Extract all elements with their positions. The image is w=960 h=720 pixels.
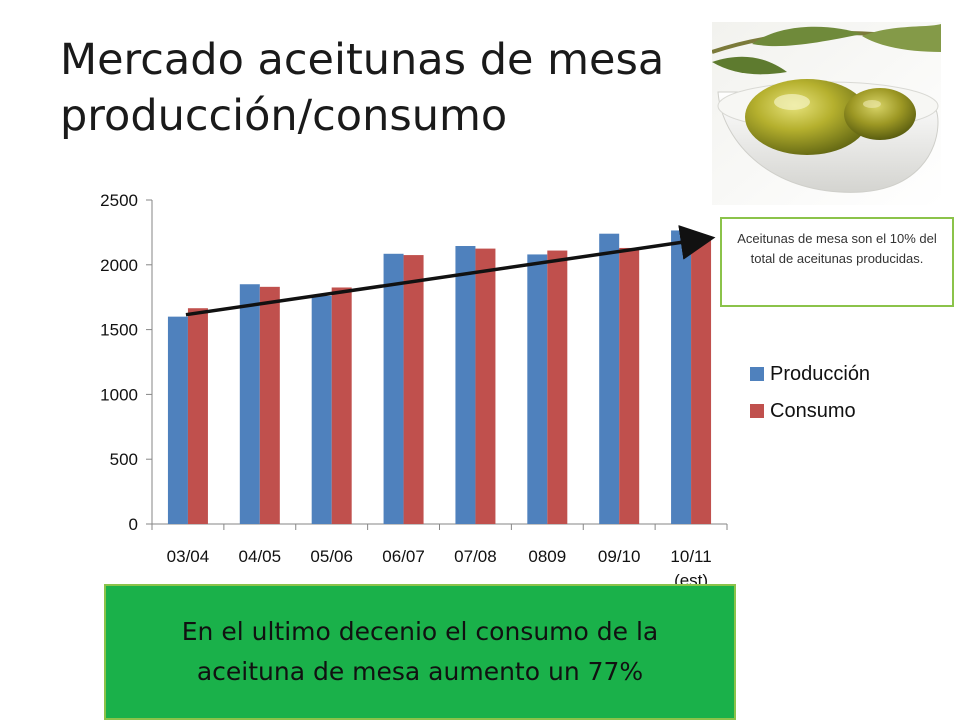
y-tick-label: 1000 [100, 385, 138, 404]
y-tick-label: 0 [129, 515, 138, 534]
bar-produccion-6 [599, 233, 620, 525]
bar-produccion-5 [527, 254, 548, 524]
legend-swatch-0 [750, 367, 764, 381]
trend-arrow [185, 225, 716, 317]
x-tick-label: 03/04 [167, 547, 210, 566]
bar-consumo-4 [475, 248, 496, 524]
title-line-1: Mercado aceitunas de mesa [60, 35, 665, 85]
bar-produccion-1 [239, 284, 260, 524]
bar-consumo-5 [547, 250, 568, 524]
bar-produccion-0 [167, 316, 188, 524]
consumption-growth-callout: En el ultimo decenio el consumo de la ac… [104, 584, 736, 720]
x-tick-label: 0809 [528, 547, 566, 566]
legend-label-0: Producción [770, 363, 870, 385]
y-tick-label: 2000 [100, 256, 138, 275]
x-tick-label: 09/10 [598, 547, 641, 566]
bar-produccion-7 [671, 230, 692, 524]
legend-label-1: Consumo [770, 400, 856, 422]
bar-consumo-3 [403, 255, 424, 524]
x-tick-label: 06/07 [382, 547, 425, 566]
olive-bowl-photo [712, 22, 941, 205]
slide-title: Mercado aceitunas de mesa producción/con… [60, 32, 700, 144]
bar-consumo-2 [331, 287, 352, 524]
y-tick-label: 2500 [100, 191, 138, 210]
y-tick-label: 500 [110, 450, 138, 469]
bar-consumo-6 [619, 247, 640, 524]
x-tick-label: 04/05 [239, 547, 282, 566]
x-tick-label: 05/06 [310, 547, 353, 566]
y-tick-label: 1500 [100, 321, 138, 340]
x-tick-label: 07/08 [454, 547, 497, 566]
legend-swatch-1 [750, 404, 764, 418]
bar-consumo-7 [691, 239, 712, 524]
title-line-2: producción/consumo [60, 91, 508, 141]
bar-consumo-0 [187, 308, 208, 524]
bar-produccion-4 [455, 246, 476, 524]
bar-consumo-1 [259, 286, 280, 524]
olive-share-note: Aceitunas de mesa son el 10% del total d… [720, 217, 954, 307]
bar-produccion-3 [383, 253, 404, 524]
bar-produccion-2 [311, 295, 332, 524]
